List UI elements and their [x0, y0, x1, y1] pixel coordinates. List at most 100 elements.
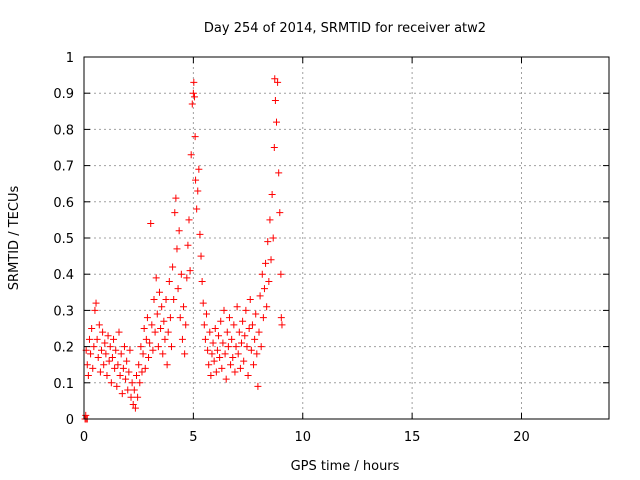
data-point: [126, 346, 134, 354]
data-point: [260, 285, 268, 293]
data-point: [193, 205, 201, 213]
data-point: [196, 230, 204, 238]
x-tick-label: 10: [294, 430, 311, 445]
data-point: [131, 404, 139, 412]
data-point: [200, 321, 208, 329]
data-point: [122, 375, 130, 383]
data-point: [170, 296, 178, 304]
y-tick-label: 0.4: [53, 268, 74, 283]
data-point: [181, 350, 189, 358]
data-point: [90, 343, 98, 351]
data-point: [217, 317, 225, 325]
data-point: [276, 209, 284, 217]
data-point: [227, 361, 235, 369]
data-point: [176, 314, 184, 322]
data-point: [103, 372, 111, 380]
data-point: [107, 379, 115, 387]
data-point: [218, 364, 226, 372]
data-point: [129, 401, 137, 409]
data-point: [271, 75, 279, 83]
data-point: [267, 256, 275, 264]
data-point: [216, 353, 224, 361]
data-point: [115, 328, 123, 336]
data-point: [188, 100, 196, 108]
data-points: [81, 75, 286, 423]
data-point: [116, 372, 124, 380]
data-point: [265, 277, 273, 285]
data-point: [133, 372, 140, 380]
data-point: [141, 364, 149, 372]
y-tick-label: 0: [66, 413, 74, 428]
data-point: [222, 375, 230, 383]
data-point: [148, 321, 156, 329]
data-point: [102, 350, 110, 358]
y-axis-label: SRMTID / TECUs: [7, 186, 22, 291]
data-point: [120, 343, 128, 351]
data-point: [130, 386, 138, 394]
data-point: [197, 252, 205, 260]
data-point: [104, 332, 112, 340]
data-point: [253, 350, 261, 358]
data-point: [187, 151, 195, 159]
data-point: [137, 343, 145, 351]
data-point: [236, 364, 244, 372]
data-point: [87, 350, 95, 358]
data-point: [256, 292, 264, 300]
data-point: [94, 353, 102, 361]
data-point: [212, 368, 220, 376]
data-point: [268, 191, 276, 199]
data-point: [139, 350, 147, 358]
data-point: [231, 368, 239, 376]
y-tick-label: 0.9: [53, 87, 74, 102]
data-point: [255, 328, 263, 336]
data-point: [135, 361, 143, 369]
data-point: [145, 353, 153, 361]
data-point: [163, 361, 171, 369]
data-point: [247, 346, 255, 354]
data-point: [252, 310, 260, 318]
data-point: [140, 325, 148, 332]
data-point: [278, 321, 286, 329]
y-tick-label: 0.6: [53, 196, 74, 211]
data-point: [154, 343, 162, 351]
data-point: [158, 303, 166, 311]
data-point: [155, 288, 163, 296]
data-point: [96, 368, 104, 376]
data-point: [149, 346, 157, 354]
data-point: [191, 133, 199, 141]
data-point: [208, 350, 216, 358]
data-point: [243, 343, 251, 351]
data-point: [213, 346, 221, 354]
data-point: [152, 274, 160, 282]
data-point: [106, 343, 114, 351]
data-point: [238, 339, 245, 347]
chart-title: Day 254 of 2014, SRMTID for receiver atw…: [204, 21, 486, 36]
data-point: [91, 306, 99, 314]
data-point: [190, 78, 198, 86]
data-point: [160, 317, 168, 325]
data-point: [99, 328, 107, 336]
data-point: [177, 270, 185, 278]
data-point: [161, 335, 169, 343]
data-point: [100, 361, 108, 369]
data-point: [143, 314, 151, 322]
data-point: [233, 303, 241, 311]
data-point: [142, 335, 150, 343]
data-point: [88, 325, 96, 332]
data-point: [105, 357, 113, 365]
y-tick-label: 0.8: [53, 123, 74, 138]
data-point: [198, 277, 206, 285]
data-point: [136, 379, 144, 387]
data-point: [84, 372, 92, 380]
data-point: [172, 194, 180, 202]
data-point: [93, 335, 101, 343]
data-point: [223, 328, 231, 336]
data-point: [215, 332, 223, 340]
data-point: [211, 325, 219, 332]
data-point: [157, 325, 165, 332]
data-point: [219, 339, 227, 347]
data-point: [184, 241, 192, 249]
data-point: [254, 382, 262, 390]
data-point: [189, 89, 197, 97]
data-point: [89, 364, 97, 372]
